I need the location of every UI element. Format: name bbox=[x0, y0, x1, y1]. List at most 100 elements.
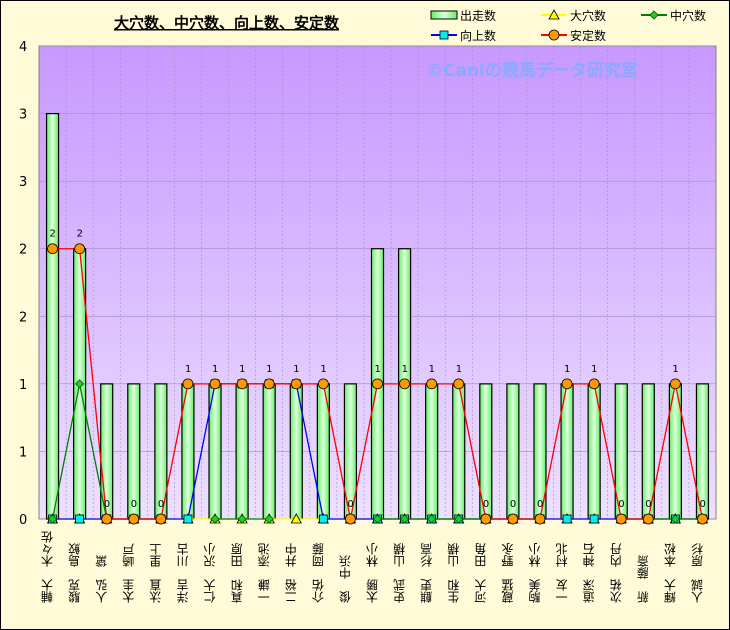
legend-swatch bbox=[430, 10, 458, 20]
data-point bbox=[534, 513, 546, 525]
data-point bbox=[615, 513, 627, 525]
bar bbox=[45, 112, 60, 520]
bar bbox=[262, 383, 276, 520]
x-tick-label: 蔵猛 野永 bbox=[501, 543, 515, 603]
chart-title: 大穴数、中穴数、向上数、安定数 bbox=[114, 14, 340, 32]
x-tick-label: 汰直 里上 bbox=[149, 543, 163, 603]
data-point bbox=[669, 378, 681, 390]
data-point bbox=[236, 378, 248, 390]
data-point bbox=[562, 514, 572, 524]
data-label: 2 bbox=[50, 229, 56, 240]
data-label: 1 bbox=[402, 364, 408, 375]
data-point bbox=[209, 378, 221, 390]
data-label: 0 bbox=[537, 499, 543, 510]
x-tick-label: 麒吏 杉高 bbox=[420, 542, 434, 604]
data-label: 1 bbox=[185, 364, 191, 375]
data-point bbox=[454, 514, 464, 524]
data-label: 0 bbox=[618, 499, 624, 510]
x-tick-label: 太圭 崎戸 bbox=[122, 542, 136, 604]
data-point bbox=[372, 378, 383, 390]
bar bbox=[425, 383, 439, 520]
x-tick-label: 人誠 原杉 bbox=[690, 542, 704, 603]
legend-label: 向上数 bbox=[460, 28, 496, 43]
y-tick-label: 0 bbox=[19, 513, 27, 528]
data-point bbox=[318, 514, 328, 524]
x-tick-label: 二裕 井中 bbox=[284, 543, 298, 603]
data-label: 1 bbox=[266, 364, 272, 375]
x-tick-label: 駿克 島鮫 bbox=[68, 543, 82, 603]
x-tick-label: 真和 田原 bbox=[230, 543, 244, 603]
data-point bbox=[47, 243, 58, 255]
y-tick-label: 1 bbox=[19, 378, 27, 393]
x-tick-label: 介佑 岡藤 bbox=[311, 543, 325, 603]
data-label: 2 bbox=[77, 229, 83, 240]
data-label: 1 bbox=[429, 364, 435, 375]
y-tick-label: 3 bbox=[19, 108, 27, 123]
x-tick-label: 次祐 内丹 bbox=[609, 542, 623, 603]
data-point bbox=[480, 513, 492, 525]
data-point bbox=[101, 513, 113, 525]
x-tick-label: 洋吉 川古 bbox=[176, 543, 190, 604]
legend-label: 安定数 bbox=[570, 28, 606, 43]
data-label: 1 bbox=[564, 364, 570, 375]
data-point bbox=[237, 514, 247, 524]
data-point bbox=[427, 514, 437, 524]
y-tick-label: 3 bbox=[19, 175, 27, 190]
data-point bbox=[588, 378, 600, 390]
data-point bbox=[47, 514, 58, 524]
data-point bbox=[183, 514, 193, 524]
x-tick-label: 仁大 沢小 bbox=[203, 543, 217, 603]
y-tick-label: 4 bbox=[19, 40, 27, 55]
legend-marker bbox=[548, 9, 560, 20]
data-point bbox=[210, 514, 220, 524]
data-point bbox=[155, 513, 167, 525]
data-label: 0 bbox=[699, 499, 705, 510]
data-point bbox=[400, 514, 410, 524]
data-label: 0 bbox=[347, 499, 353, 510]
data-point bbox=[317, 378, 329, 390]
data-point bbox=[75, 514, 85, 524]
y-tick-label: 2 bbox=[19, 310, 27, 325]
data-point bbox=[426, 378, 438, 390]
legend-label: 中穴数 bbox=[670, 8, 706, 23]
data-point bbox=[642, 513, 654, 525]
watermark: ©Caniの競馬データ研究室 bbox=[426, 60, 638, 81]
data-label: 1 bbox=[375, 364, 381, 375]
x-tick-label: 一謙 添池 bbox=[257, 543, 271, 603]
bar bbox=[235, 383, 249, 520]
data-label: 0 bbox=[483, 499, 489, 510]
data-label: 1 bbox=[239, 364, 245, 375]
x-tick-label: 新 藤斎 bbox=[636, 554, 650, 604]
data-point bbox=[74, 243, 86, 255]
x-tick-label: 太勝 林小 bbox=[366, 543, 380, 604]
data-label: 0 bbox=[510, 499, 516, 510]
data-label: 0 bbox=[104, 499, 110, 510]
y-tick-label: 1 bbox=[19, 445, 27, 460]
x-tick-label: 史武 山横 bbox=[393, 542, 407, 603]
data-label: 0 bbox=[645, 499, 651, 510]
data-point bbox=[345, 513, 356, 525]
data-point bbox=[290, 378, 302, 390]
data-point bbox=[589, 514, 599, 524]
x-tick-label: 俊 中浜 bbox=[338, 555, 352, 604]
x-tick-label: 道深 神石 bbox=[582, 543, 596, 603]
x-tick-label: 生和 山横 bbox=[447, 542, 461, 603]
x-tick-label: 人弘 黛 bbox=[95, 554, 109, 603]
data-point bbox=[507, 513, 519, 525]
data-point bbox=[263, 378, 275, 390]
legend-marker bbox=[649, 10, 659, 20]
x-tick-label: 一友 村北 bbox=[555, 542, 569, 603]
y-tick-label: 2 bbox=[19, 243, 27, 258]
data-label: 0 bbox=[158, 499, 164, 510]
data-label: 1 bbox=[320, 364, 326, 375]
data-label: 1 bbox=[212, 364, 218, 375]
data-point bbox=[670, 514, 680, 524]
data-label: 1 bbox=[456, 364, 462, 375]
x-tick-label: 駒美 林小 bbox=[528, 543, 542, 603]
x-tick-label: 輝大 本松 bbox=[663, 543, 677, 603]
data-label: 1 bbox=[591, 364, 597, 375]
data-point bbox=[128, 513, 140, 525]
legend-label: 大穴数 bbox=[570, 8, 606, 23]
